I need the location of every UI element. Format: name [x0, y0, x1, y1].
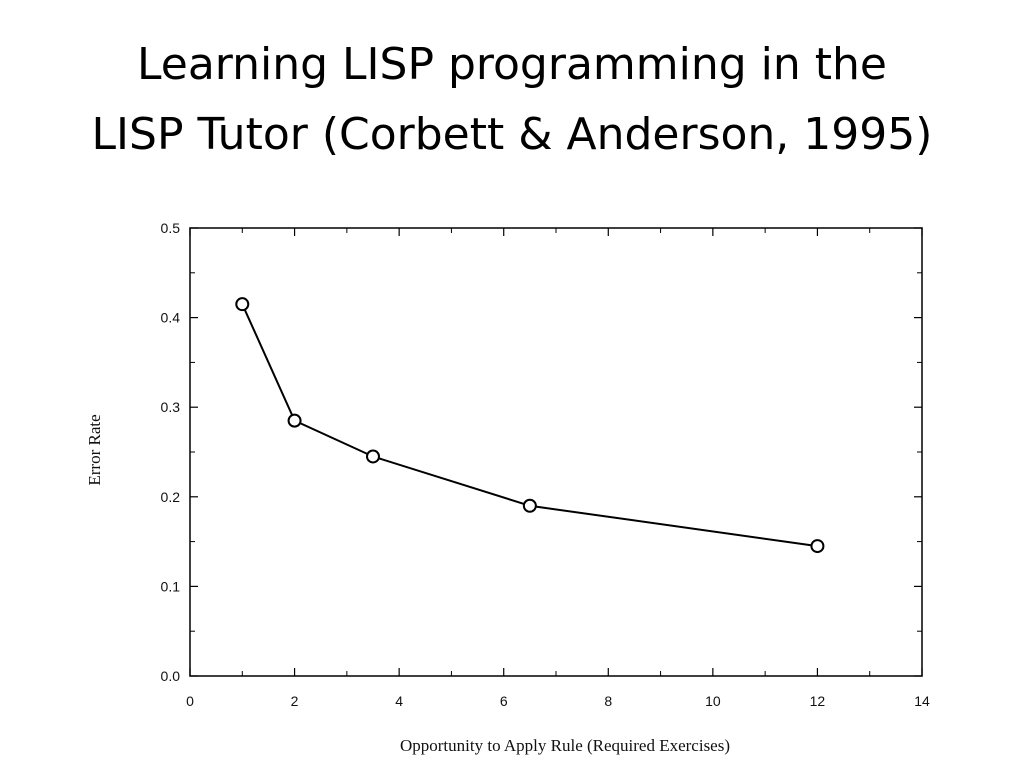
y-tick-label: 0.1	[161, 578, 181, 594]
plot-frame	[189, 227, 923, 677]
data-point	[810, 539, 825, 554]
y-tick-label: 0.2	[161, 489, 181, 505]
slide-title: Learning LISP programming in the LISP Tu…	[0, 30, 1024, 170]
x-tick-label: 2	[291, 693, 299, 709]
y-tick-label: 0.4	[161, 310, 181, 326]
y-tick-label: 0.0	[161, 668, 181, 684]
y-tick-label: 0.5	[161, 220, 181, 236]
x-tick-label: 0	[186, 693, 194, 709]
data-point	[366, 449, 380, 464]
x-tick-label: 12	[810, 693, 826, 709]
data-point	[287, 413, 302, 428]
x-tick-label: 10	[705, 693, 721, 709]
axis-ticks	[189, 227, 923, 677]
x-tick-label: 14	[914, 693, 930, 709]
slide-title-line-1: Learning LISP programming in the	[137, 39, 887, 90]
x-axis-title: Opportunity to Apply Rule (Required Exer…	[400, 736, 730, 755]
series-layer	[235, 297, 825, 554]
data-point	[522, 498, 537, 513]
x-tick-label: 6	[500, 693, 508, 709]
slide-title-line-2: LISP Tutor (Corbett & Anderson, 1995)	[91, 109, 933, 160]
tick-labels: 0 2 4 6 8 10 12 14 0.0 0.1 0.2 0.3 0.4 0.5	[161, 220, 930, 709]
y-tick-label: 0.3	[161, 399, 181, 415]
x-tick-label: 4	[395, 693, 403, 709]
data-point	[235, 297, 250, 312]
y-axis-title: Error Rate	[85, 414, 104, 485]
x-tick-label: 8	[604, 693, 612, 709]
